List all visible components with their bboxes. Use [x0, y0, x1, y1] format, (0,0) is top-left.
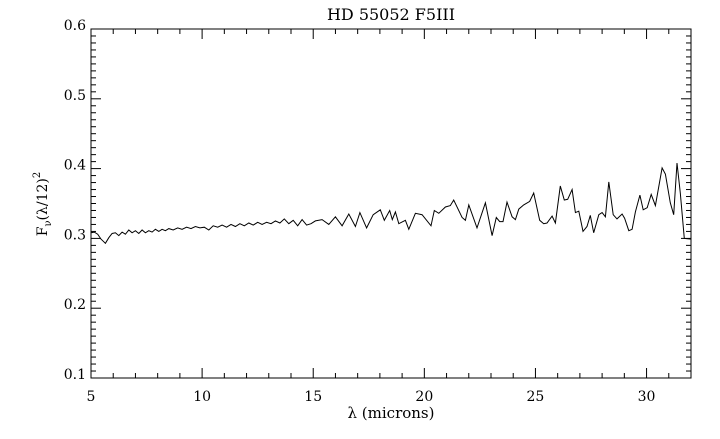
x-tick-label: 30	[638, 389, 656, 405]
plot-frame	[90, 28, 692, 379]
series-line	[90, 162, 692, 245]
tick-labels: 5 10 15 20 25 30 0.1 0.2 0.3 0.4 0.5 0.6	[64, 18, 656, 405]
x-tick-label: 20	[415, 389, 433, 405]
y-label-sup: 2	[32, 172, 43, 178]
x-axis-label: λ (microns)	[348, 404, 435, 422]
y-axis-label: Fν(λ/12)2	[32, 172, 54, 237]
y-label-base: F	[35, 226, 51, 236]
y-tick-label: 0.2	[64, 297, 86, 313]
y-tick-label: 0.5	[64, 88, 86, 104]
y-label-sub: ν	[43, 220, 54, 226]
chart-title: HD 55052 F5III	[327, 5, 455, 24]
y-tick-label: 0.1	[64, 367, 86, 383]
y-tick-label: 0.4	[64, 158, 86, 174]
axes	[90, 28, 692, 379]
x-tick-label: 15	[304, 389, 322, 405]
y-label-rest: (λ/12)	[35, 178, 51, 220]
x-tick-label: 25	[527, 389, 545, 405]
x-tick-label: 5	[87, 389, 96, 405]
y-tick-label: 0.6	[64, 18, 86, 34]
y-tick-label: 0.3	[64, 227, 86, 243]
x-tick-label: 10	[193, 389, 211, 405]
